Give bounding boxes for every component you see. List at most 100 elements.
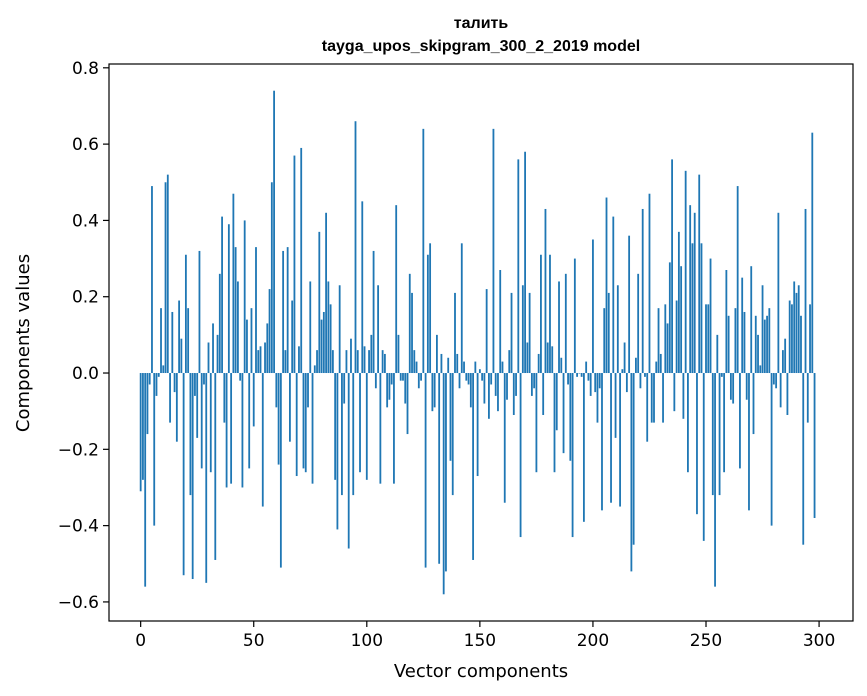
y-tick-label: −0.6 — [58, 593, 99, 613]
bar — [761, 285, 764, 374]
bar — [424, 373, 427, 568]
bar — [282, 250, 285, 374]
bar — [560, 357, 563, 374]
bar — [601, 373, 603, 511]
bar — [777, 212, 780, 374]
bar — [327, 281, 330, 374]
bar — [673, 373, 676, 412]
chart-subtitle: tayga_upos_skipgram_300_2_2019 model — [322, 38, 640, 55]
bar — [558, 281, 560, 374]
bar — [784, 338, 787, 374]
bar — [659, 353, 662, 374]
bar — [363, 346, 366, 374]
bar — [277, 373, 280, 465]
bar — [596, 373, 599, 423]
bar — [526, 342, 529, 374]
x-tick-label: 200 — [577, 631, 609, 651]
bar — [745, 373, 748, 400]
bar — [476, 373, 479, 477]
bar — [680, 266, 683, 374]
bar — [691, 243, 694, 374]
bar — [365, 373, 368, 480]
bar — [139, 373, 142, 492]
bar — [300, 147, 303, 374]
bar — [234, 247, 237, 374]
bar — [766, 315, 768, 374]
bar — [173, 373, 176, 393]
bar — [748, 373, 750, 511]
bar — [727, 315, 730, 374]
bar — [248, 373, 251, 469]
bar — [637, 273, 640, 374]
bar — [275, 373, 278, 408]
bar — [671, 159, 673, 374]
bar — [393, 373, 395, 484]
bar — [289, 373, 291, 442]
bar — [397, 334, 400, 374]
bar — [422, 128, 425, 374]
bar — [440, 353, 443, 374]
bar — [585, 361, 588, 374]
bar — [813, 373, 816, 518]
bar — [540, 254, 542, 374]
bar — [750, 266, 753, 374]
bar — [510, 292, 513, 374]
bar — [293, 155, 296, 374]
bar — [227, 224, 230, 374]
bar — [264, 342, 266, 374]
bar — [218, 273, 221, 374]
bar — [194, 373, 196, 396]
bar — [198, 250, 201, 374]
bar — [736, 186, 739, 374]
bar — [592, 239, 594, 374]
bar — [741, 277, 744, 374]
bar — [379, 373, 382, 484]
x-tick-label: 100 — [351, 631, 383, 651]
bar — [261, 373, 264, 507]
bar — [519, 373, 522, 538]
y-axis-ticks: −0.6 −0.4 −0.2 0.0 0.2 0.4 0.6 0.8 — [58, 59, 109, 613]
bar — [598, 373, 601, 389]
bar — [180, 338, 183, 374]
bar — [284, 350, 287, 374]
bar — [334, 373, 337, 480]
bar — [781, 350, 784, 374]
bar — [449, 373, 452, 461]
bar — [603, 308, 606, 374]
bar — [361, 201, 364, 374]
bar — [341, 373, 343, 496]
bar — [286, 247, 289, 374]
bar — [270, 182, 273, 374]
bar — [754, 315, 757, 374]
bar — [146, 373, 149, 435]
bar — [241, 373, 244, 488]
bar — [169, 373, 171, 423]
bar — [542, 373, 545, 415]
bar — [184, 254, 187, 374]
bar — [356, 350, 359, 374]
bar — [354, 121, 357, 374]
bar — [675, 300, 678, 374]
bar — [445, 373, 447, 572]
bar — [472, 373, 474, 560]
bar — [436, 334, 438, 374]
bar — [524, 151, 526, 374]
bar — [553, 373, 556, 473]
bar — [788, 300, 791, 374]
bar — [562, 373, 565, 454]
bar — [497, 373, 499, 412]
bar — [309, 281, 312, 374]
bar — [506, 373, 508, 400]
bar — [411, 292, 413, 374]
bar — [714, 373, 716, 587]
bar — [313, 365, 316, 374]
bar — [677, 231, 680, 374]
bar — [632, 373, 635, 545]
bar — [696, 373, 698, 515]
bar — [178, 300, 181, 374]
bar — [465, 373, 468, 381]
bar — [653, 373, 655, 423]
x-tick-label: 250 — [690, 631, 722, 651]
bar — [268, 289, 271, 374]
bar — [490, 373, 493, 385]
